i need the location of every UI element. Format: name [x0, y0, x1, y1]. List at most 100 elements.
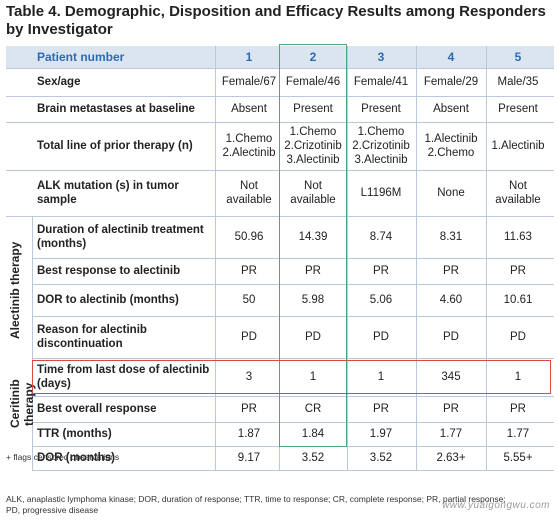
table-cell: Male/35	[497, 76, 539, 88]
row-divider	[6, 216, 554, 217]
patient-number-3: 3	[377, 50, 385, 64]
row-divider	[6, 68, 554, 69]
table-cell: 5.98	[301, 294, 325, 306]
table-cell: PR	[241, 403, 257, 415]
patient-number-5: 5	[514, 50, 522, 64]
table-cell: L1196M	[360, 187, 402, 199]
table-cell: 11.63	[504, 231, 532, 243]
section-divider	[32, 216, 33, 470]
row-divider	[32, 358, 554, 359]
column-divider	[347, 46, 348, 470]
table-cell: 14.39	[298, 231, 328, 243]
table-cell: 8.74	[369, 231, 393, 243]
row-divider	[32, 284, 554, 285]
row-label: DOR (months)	[37, 452, 115, 464]
table-cell: 8.31	[439, 231, 463, 243]
watermark: www.yuaigongwu.com	[442, 500, 550, 511]
footnote-censored: + flags censored observations	[6, 452, 120, 462]
table-cell: 1.Chemo 2.Crizotinib 3.Alectinib	[284, 126, 342, 166]
table-cell: 4.60	[439, 294, 463, 306]
table-cell: Present	[498, 103, 538, 115]
patient-number-2: 2	[309, 50, 317, 64]
table-cell: 1.Chemo 2.Crizotinib 3.Alectinib	[352, 126, 410, 166]
table-cell: Not available	[495, 180, 541, 206]
row-label: Reason for alectinib discontinuation	[37, 324, 147, 350]
table-cell: 3.52	[301, 452, 325, 464]
table-cell: Not available	[226, 180, 272, 206]
row-label: Time from last dose of alectinib (days)	[37, 364, 210, 390]
table-cell: 345	[441, 371, 461, 383]
table-cell: PD	[305, 331, 321, 343]
table-cell: 1	[514, 371, 522, 383]
table-cell: 5.06	[369, 294, 393, 306]
row-label: DOR to alectinib (months)	[37, 294, 179, 306]
table-cell: PD	[510, 331, 526, 343]
row-divider	[6, 170, 554, 171]
table-cell: Female/29	[423, 76, 479, 88]
table-cell: 5.55+	[503, 452, 533, 464]
row-divider	[32, 396, 554, 397]
table-cell: 50.96	[234, 231, 264, 243]
table-cell: 1.77	[439, 428, 463, 440]
table-cell: PR	[373, 403, 389, 415]
table-cell: PR	[443, 403, 459, 415]
section-label-alectinib: Alectinib therapy	[8, 241, 22, 339]
table-cell: Present	[293, 103, 333, 115]
row-divider	[32, 422, 554, 423]
table-cell: PR	[510, 265, 526, 277]
table-cell: 1.84	[301, 428, 325, 440]
row-divider	[32, 316, 554, 317]
column-divider	[215, 46, 216, 470]
highlight-time-from-last-dose-row	[32, 360, 551, 394]
table-cell: Female/41	[353, 76, 409, 88]
table-cell: Absent	[231, 103, 267, 115]
table-cell: Absent	[433, 103, 469, 115]
table-cell: PD	[443, 331, 459, 343]
row-divider	[32, 258, 554, 259]
highlight-patient-2-column	[279, 44, 347, 447]
table-cell: Female/46	[285, 76, 341, 88]
row-label: Duration of alectinib treatment (months)	[37, 224, 204, 250]
table-cell: 9.17	[237, 452, 261, 464]
table-cell: Female/67	[221, 76, 277, 88]
table-cell: 3	[245, 371, 253, 383]
table-cell: 3.52	[369, 452, 393, 464]
table-cell: 1.87	[237, 428, 261, 440]
patient-number-4: 4	[447, 50, 455, 64]
table-title: Table 4. Demographic, Disposition and Ef…	[6, 3, 546, 38]
table-cell: 1	[377, 371, 385, 383]
patient-number-1: 1	[245, 50, 253, 64]
table-cell: 1.97	[369, 428, 393, 440]
table-cell: PR	[373, 265, 389, 277]
table-cell: Not available	[290, 180, 336, 206]
table-cell: PR	[443, 265, 459, 277]
table-cell: PR	[241, 265, 257, 277]
table-cell: 1.77	[506, 428, 530, 440]
row-label: Total line of prior therapy (n)	[37, 140, 193, 152]
table-cell: 2.63+	[436, 452, 466, 464]
row-label: TTR (months)	[37, 428, 112, 440]
table-cell: Present	[361, 103, 401, 115]
table-cell: 50	[242, 294, 256, 306]
header-band	[6, 46, 554, 68]
row-label: Best overall response	[37, 403, 157, 415]
column-divider	[416, 46, 417, 470]
table-cell: None	[437, 187, 465, 199]
table-cell: PR	[305, 265, 321, 277]
table-cell: 1.Alectinib 2.Chemo	[424, 133, 478, 159]
row-label: Sex/age	[37, 76, 81, 88]
row-label: ALK mutation (s) in tumor sample	[37, 180, 179, 206]
row-label: Brain metastases at baseline	[37, 103, 195, 115]
row-divider	[32, 470, 554, 471]
table-cell: 1	[309, 371, 317, 383]
table-cell: PR	[510, 403, 526, 415]
table-cell: 10.61	[503, 294, 533, 306]
table-cell: PD	[241, 331, 257, 343]
row-divider	[6, 122, 554, 123]
row-label: Best response to alectinib	[37, 265, 181, 277]
table-cell: PD	[373, 331, 389, 343]
patient-number-label: Patient number	[37, 50, 125, 64]
section-label-ceritinib: Ceritinib therapy	[8, 379, 36, 429]
row-divider	[6, 96, 554, 97]
table-cell: CR	[304, 403, 322, 415]
